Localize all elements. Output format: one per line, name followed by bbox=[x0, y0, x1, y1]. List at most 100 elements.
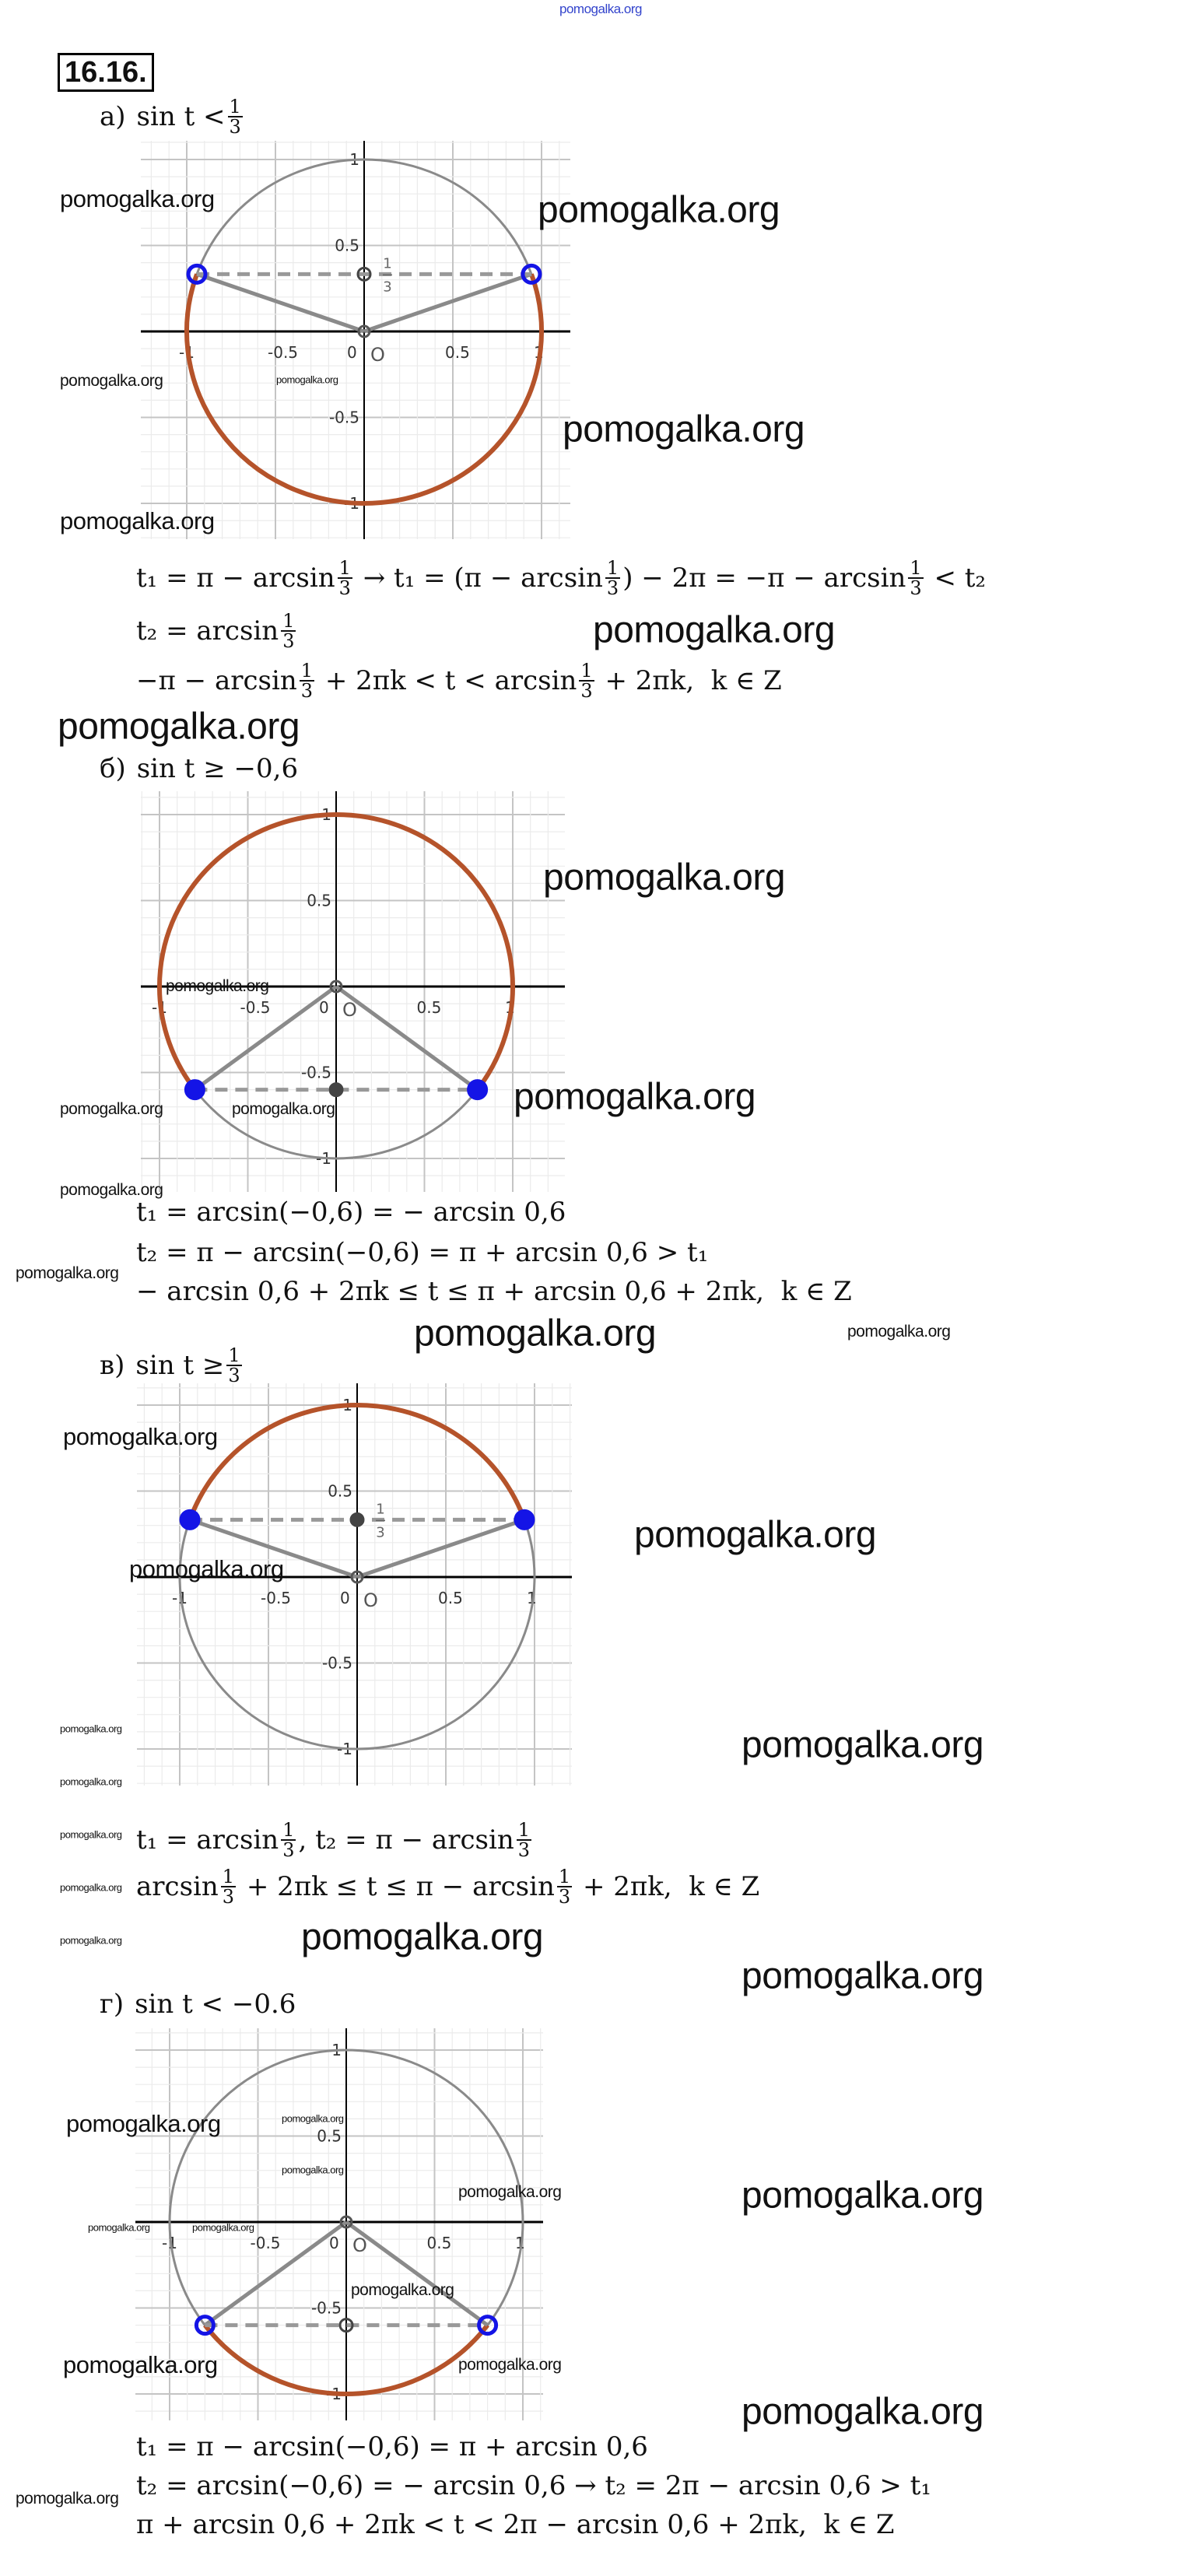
y-tick-label: -0.5 bbox=[322, 1654, 352, 1673]
watermark: pomogalka.org bbox=[301, 1916, 544, 1958]
watermark: pomogalka.org bbox=[166, 977, 269, 995]
denominator: 3 bbox=[517, 1839, 530, 1861]
numerator: 1 bbox=[556, 1866, 573, 1887]
watermark: pomogalka.org bbox=[741, 1724, 984, 1766]
math-text: t₂ = arcsin(−0,6) = − arcsin 0,6 → t₂ = … bbox=[136, 2470, 931, 2501]
origin-point bbox=[339, 2215, 353, 2229]
denominator: 3 bbox=[580, 680, 593, 702]
watermark: pomogalka.org bbox=[63, 2351, 218, 2378]
x-tick-label: 0 bbox=[340, 1589, 350, 1607]
unit-circle-graph-b: -1 -0.5 0 0.5 110.5-0.5-1O bbox=[141, 791, 565, 1192]
numerator: 1 bbox=[226, 1344, 242, 1366]
origin-label: O bbox=[352, 2234, 367, 2256]
math-text: + 2πk < t < arcsin bbox=[317, 665, 577, 696]
watermark: pomogalka.org bbox=[514, 1076, 756, 1118]
watermark: pomogalka.org bbox=[60, 1881, 122, 1894]
watermark: pomogalka.org bbox=[847, 1323, 951, 1341]
boundary-point bbox=[514, 1509, 535, 1530]
radius-line bbox=[363, 272, 532, 334]
part-label: б) bbox=[100, 753, 126, 784]
x-tick-label: 0 bbox=[319, 998, 329, 1017]
numerator: 1 bbox=[337, 557, 352, 579]
part-b-header: б) sin t ≥ −0,6 bbox=[100, 753, 298, 784]
watermark: pomogalka.org bbox=[88, 2221, 150, 2234]
math-text: − arcsin 0,6 + 2πk ≤ t ≤ π + arcsin 0,6 … bbox=[136, 1276, 852, 1307]
watermark: pomogalka.org bbox=[414, 1313, 657, 1355]
denominator: 3 bbox=[229, 116, 241, 138]
boundary-point bbox=[194, 2315, 216, 2336]
denominator: 3 bbox=[282, 1839, 295, 1861]
unit-circle-graph-g: -1 -0.5 0 0.5 110.5-0.5-1O bbox=[135, 2028, 543, 2420]
watermark: pomogalka.org bbox=[543, 857, 786, 899]
watermark: pomogalka.org bbox=[60, 1181, 163, 1199]
math-text: + 2πk ≤ t ≤ π − arcsin bbox=[238, 1871, 555, 1902]
math-text: + 2πk, k ∈ Z bbox=[596, 665, 782, 696]
part-label: а) bbox=[100, 101, 126, 132]
boundary-point bbox=[477, 2315, 499, 2336]
watermark: pomogalka.org bbox=[60, 372, 163, 390]
math-text: t₂ = arcsin bbox=[136, 615, 279, 647]
radius-line bbox=[203, 2220, 348, 2327]
watermark: pomogalka.org bbox=[559, 2, 642, 16]
math-text: sin t ≥ −0,6 bbox=[136, 753, 299, 784]
x-tick-label: -0.5 bbox=[268, 343, 298, 362]
sine-value-point bbox=[356, 266, 372, 282]
formula-line: t₂ = π − arcsin(−0,6) = π + arcsin 0,6 >… bbox=[136, 1237, 708, 1268]
formula-line: π + arcsin 0,6 + 2πk < t < 2π − arcsin 0… bbox=[136, 2509, 895, 2540]
solution-arc bbox=[184, 273, 544, 506]
math-text: t₁ = π − arcsin bbox=[136, 563, 335, 594]
formula-line: t₂ = arcsin 1 3 bbox=[136, 612, 298, 650]
part-v-header: в) sin t ≥1 3 bbox=[100, 1346, 244, 1385]
x-tick-label: -0.5 bbox=[251, 2234, 281, 2252]
sine-value-point bbox=[349, 1512, 365, 1527]
numerator: 1 bbox=[220, 1866, 237, 1887]
origin-label: O bbox=[342, 999, 357, 1021]
formula-line: t₂ = arcsin(−0,6) = − arcsin 0,6 → t₂ = … bbox=[136, 2470, 931, 2501]
watermark: pomogalka.org bbox=[60, 1723, 122, 1735]
x-tick-label: 0.5 bbox=[445, 343, 470, 362]
watermark: pomogalka.org bbox=[458, 2356, 562, 2374]
math-text: + 2πk, k ∈ Z bbox=[574, 1871, 760, 1902]
x-tick-label: -0.5 bbox=[261, 1589, 291, 1607]
math-text: t₁ = arcsin(−0,6) = − arcsin 0,6 bbox=[136, 1197, 566, 1228]
formula-line: t₁ = arcsin 1 3, t₂ = π − arcsin 1 3 bbox=[136, 1821, 534, 1859]
watermark: pomogalka.org bbox=[593, 609, 836, 651]
math-text: sin t < bbox=[136, 101, 226, 132]
boundary-point bbox=[179, 1509, 201, 1530]
watermark: pomogalka.org bbox=[60, 1934, 122, 1947]
third-label-denominator: 3 bbox=[376, 1524, 384, 1540]
x-tick-label: -1 bbox=[162, 2234, 177, 2252]
watermark: pomogalka.org bbox=[282, 2112, 344, 2125]
y-tick-label: -0.5 bbox=[329, 408, 359, 427]
denominator: 3 bbox=[338, 577, 351, 599]
numerator: 1 bbox=[605, 557, 621, 579]
y-tick-label: 0.5 bbox=[317, 2127, 342, 2146]
y-tick-label: 0.5 bbox=[328, 1482, 352, 1501]
watermark: pomogalka.org bbox=[192, 2221, 254, 2234]
math-text: sin t < −0.6 bbox=[135, 1989, 296, 2020]
watermark: pomogalka.org bbox=[60, 1100, 163, 1118]
origin-point bbox=[329, 980, 343, 994]
denominator: 3 bbox=[300, 680, 314, 702]
formula-line: −π − arcsin 1 3 + 2πk < t < arcsin 1 3 + 2πk… bbox=[136, 661, 782, 700]
math-text: < t₂ bbox=[925, 563, 987, 594]
watermark: pomogalka.org bbox=[16, 2490, 119, 2508]
watermark: pomogalka.org bbox=[563, 408, 805, 450]
y-tick-label: -0.5 bbox=[301, 1064, 331, 1082]
math-text: → t₁ = (π − arcsin bbox=[354, 563, 603, 594]
boundary-point bbox=[521, 263, 542, 285]
origin-label: O bbox=[370, 344, 385, 366]
denominator: 3 bbox=[282, 630, 295, 652]
numerator: 1 bbox=[299, 660, 315, 682]
watermark: pomogalka.org bbox=[634, 1514, 877, 1556]
math-text: arcsin bbox=[136, 1871, 219, 1902]
part-a-header: а) sin t <1 3 bbox=[100, 97, 245, 136]
